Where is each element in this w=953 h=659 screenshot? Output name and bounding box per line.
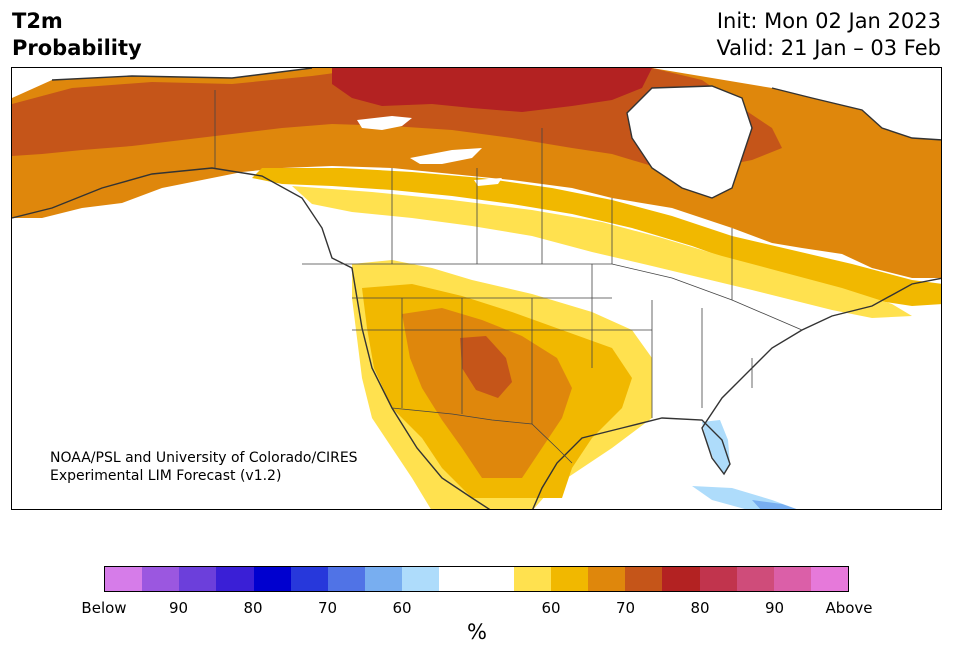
coastlines <box>12 68 941 509</box>
colorbar-segment <box>402 567 440 591</box>
colorbar-tick-label: 80 <box>690 599 710 617</box>
probability-shading <box>12 68 941 509</box>
shade-below60-florida <box>702 420 730 474</box>
labrador-outline <box>771 87 941 141</box>
colorbar-tick-label: 80 <box>243 599 263 617</box>
shade-below70-cuba <box>752 500 797 509</box>
colorbar-segment <box>513 567 551 591</box>
shade-60-band <box>252 168 941 306</box>
hudson-bay <box>627 86 752 198</box>
colorbar-tick-label: 70 <box>615 599 636 617</box>
colorbar-segment <box>588 567 626 591</box>
colorbar-tick-label: 60 <box>541 599 561 617</box>
colorbar-tick-label: 60 <box>392 599 412 617</box>
credit-org: NOAA/PSL and University of Colorado/CIRE… <box>50 450 358 466</box>
colorbar-segment <box>625 567 663 591</box>
init-date: Init: Mon 02 Jan 2023 <box>716 9 941 33</box>
arctic-coast-outline <box>51 68 313 81</box>
credit-model: Experimental LIM Forecast (v1.2) <box>50 468 282 484</box>
forecast-dates: Init: Mon 02 Jan 2023 Valid: 21 Jan – 03… <box>716 8 941 62</box>
colorbar-segment <box>216 567 254 591</box>
colorbar-segment <box>773 567 811 591</box>
probability-colorbar <box>104 566 849 592</box>
colorbar-unit: % <box>467 620 487 644</box>
colorbar-tick-label: 90 <box>168 599 189 617</box>
colorbar-segment <box>736 567 774 591</box>
forecast-credit: NOAA/PSL and University of Colorado/CIRE… <box>50 449 358 485</box>
shade-90-north <box>332 68 652 112</box>
colorbar-segment <box>476 567 514 591</box>
colorbar-segment <box>253 567 291 591</box>
map-canvas <box>12 68 941 509</box>
colorbar-segment <box>662 567 700 591</box>
colorbar-segment <box>327 567 366 591</box>
forecast-map: NOAA/PSL and University of Colorado/CIRE… <box>11 67 942 510</box>
colorbar-tick-label: Above <box>825 599 873 617</box>
political-borders <box>214 90 803 464</box>
great-slave-lake <box>410 148 482 164</box>
province-borders <box>391 128 733 300</box>
colorbar-tick-label: 90 <box>764 599 785 617</box>
colorbar-segment <box>290 567 328 591</box>
great-bear-lake <box>357 116 412 130</box>
colorbar-tick-label: Below <box>81 599 127 617</box>
colorbar-segment <box>365 567 403 591</box>
colorbar-segment <box>142 567 180 591</box>
west-coast-outline <box>12 167 491 509</box>
state-borders <box>352 264 753 424</box>
us-mexico-border <box>391 407 573 464</box>
colorbar-segment <box>179 567 217 591</box>
colorbar-segment <box>105 567 143 591</box>
shade-80-southwest <box>460 336 512 398</box>
colorbar-segment <box>550 567 589 591</box>
lake-athabasca <box>474 178 502 186</box>
us-canada-border <box>302 263 803 331</box>
title-subject: Probability <box>12 36 142 60</box>
hudson-bay-outline <box>626 85 753 199</box>
map-title: T2m Probability <box>12 8 142 62</box>
colorbar-segment <box>810 567 849 591</box>
colorbar-tick-label: 70 <box>317 599 338 617</box>
colorbar-segment <box>439 567 477 591</box>
gulf-east-coast-outline <box>532 277 941 509</box>
title-variable: T2m <box>12 9 63 33</box>
shade-50-band <box>292 186 912 318</box>
colorbar-segment <box>699 567 737 591</box>
water-bodies <box>357 86 752 198</box>
valid-range: Valid: 21 Jan – 03 Feb <box>716 36 941 60</box>
